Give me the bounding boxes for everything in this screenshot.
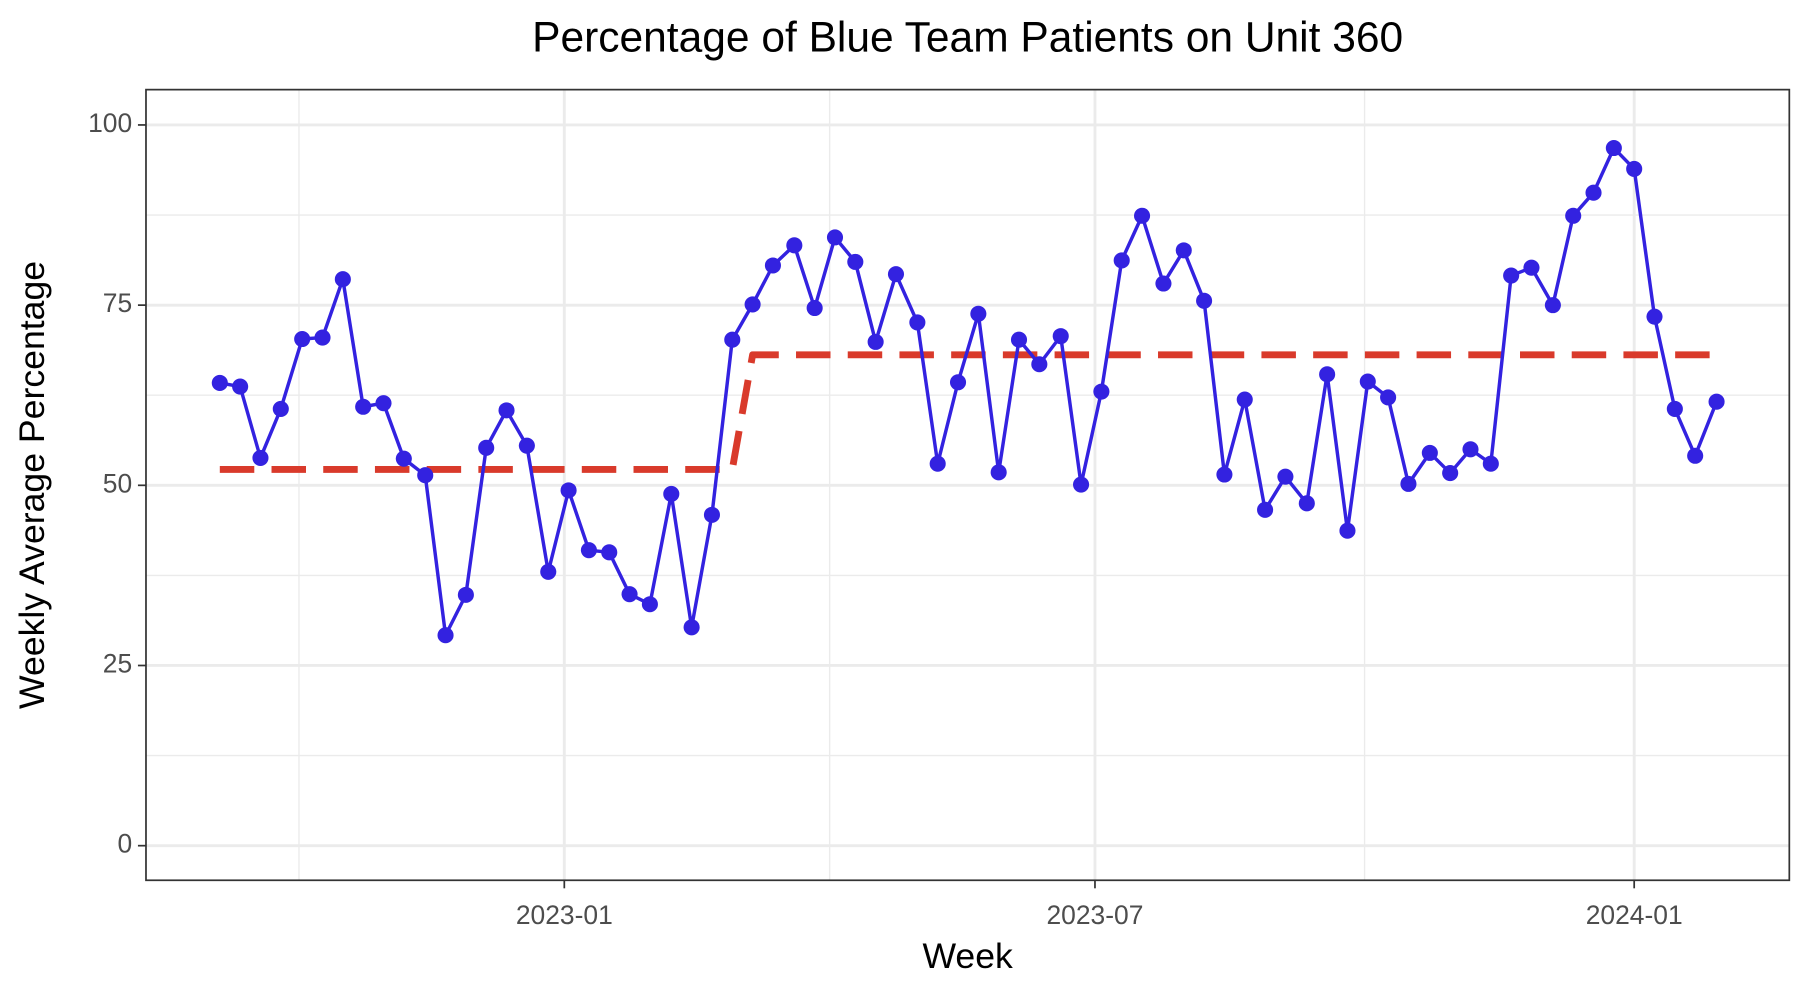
data-point bbox=[1216, 466, 1233, 483]
data-point bbox=[1277, 468, 1294, 485]
data-point bbox=[1133, 207, 1151, 224]
data-point bbox=[1646, 308, 1663, 325]
data-point bbox=[826, 229, 844, 246]
data-point bbox=[1298, 495, 1315, 512]
data-point bbox=[683, 619, 700, 636]
y-axis-title: Weekly Average Percentage bbox=[12, 261, 52, 709]
data-point bbox=[334, 271, 351, 288]
data-point bbox=[1073, 476, 1090, 493]
data-point bbox=[1236, 391, 1253, 408]
data-point bbox=[1482, 455, 1499, 472]
data-point bbox=[1666, 400, 1683, 417]
data-point bbox=[1687, 447, 1704, 464]
data-point bbox=[601, 544, 618, 561]
data-point bbox=[1380, 389, 1397, 406]
data-point bbox=[990, 464, 1007, 481]
data-point bbox=[1565, 207, 1582, 224]
y-tick-label: 0 bbox=[117, 829, 132, 859]
data-point bbox=[663, 485, 680, 503]
data-point bbox=[232, 378, 249, 395]
data-point bbox=[1626, 160, 1643, 177]
x-axis-title: Week bbox=[922, 936, 1013, 976]
data-point bbox=[1031, 356, 1048, 373]
data-point bbox=[887, 266, 905, 283]
data-point bbox=[1503, 267, 1520, 284]
data-point bbox=[764, 257, 781, 274]
y-tick-label: 75 bbox=[103, 288, 132, 318]
data-point bbox=[355, 398, 372, 415]
data-point bbox=[724, 331, 741, 348]
data-point bbox=[621, 586, 638, 603]
data-point bbox=[294, 330, 311, 348]
data-point bbox=[1421, 444, 1438, 461]
data-point bbox=[1462, 441, 1479, 458]
data-point bbox=[417, 467, 434, 484]
plot-border bbox=[145, 88, 1791, 882]
data-point bbox=[1093, 383, 1110, 400]
data-point bbox=[1175, 242, 1192, 259]
data-point bbox=[786, 237, 803, 254]
data-point bbox=[540, 563, 557, 580]
data-point bbox=[847, 253, 864, 270]
data-point bbox=[498, 402, 515, 419]
data-point bbox=[1257, 501, 1274, 518]
data-point bbox=[909, 314, 926, 331]
data-point bbox=[560, 482, 577, 499]
data-point bbox=[375, 395, 392, 412]
data-point bbox=[395, 450, 412, 467]
data-point bbox=[1359, 373, 1376, 390]
data-line bbox=[219, 146, 1719, 637]
data-point bbox=[929, 455, 946, 472]
data-point bbox=[703, 506, 720, 523]
data-point bbox=[970, 305, 987, 322]
y-tick-label: 50 bbox=[103, 468, 132, 498]
data-point bbox=[1585, 184, 1602, 201]
data-point bbox=[252, 449, 269, 466]
data-point bbox=[744, 296, 761, 313]
data-point bbox=[1052, 328, 1069, 345]
chart-title: Percentage of Blue Team Patients on Unit… bbox=[532, 14, 1403, 61]
data-point bbox=[437, 627, 454, 644]
reference-line bbox=[219, 351, 1717, 473]
data-point bbox=[641, 596, 658, 613]
data-point bbox=[806, 299, 823, 317]
data-point bbox=[457, 586, 474, 603]
data-point bbox=[867, 333, 884, 350]
data-point bbox=[314, 329, 331, 346]
data-point bbox=[1544, 297, 1561, 314]
data-point bbox=[1010, 331, 1028, 348]
data-point bbox=[1339, 522, 1356, 539]
data-point bbox=[1196, 292, 1213, 309]
data-point bbox=[1605, 139, 1622, 157]
data-point bbox=[1442, 465, 1459, 482]
x-tick-label: 2023-07 bbox=[1046, 900, 1143, 930]
data-point bbox=[518, 437, 535, 454]
data-point bbox=[580, 542, 597, 559]
data-point bbox=[1113, 252, 1130, 269]
data-point bbox=[1400, 475, 1417, 492]
data-point bbox=[211, 374, 228, 392]
y-tick-label: 25 bbox=[103, 648, 132, 678]
data-point bbox=[1523, 259, 1540, 276]
data-point bbox=[478, 439, 495, 456]
data-point bbox=[1708, 393, 1725, 410]
data-point bbox=[949, 374, 967, 391]
data-point bbox=[1319, 366, 1336, 383]
x-tick-label: 2024-01 bbox=[1586, 900, 1683, 930]
x-tick-label: 2023-01 bbox=[516, 900, 613, 930]
data-point bbox=[272, 400, 289, 417]
data-point bbox=[1155, 275, 1172, 292]
y-tick-label: 100 bbox=[88, 108, 132, 138]
